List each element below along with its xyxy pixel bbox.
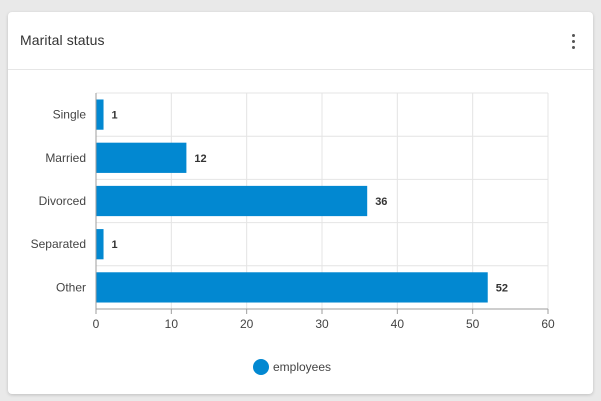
x-tick-label: 20 (240, 317, 254, 331)
bar-single[interactable] (96, 99, 104, 130)
card-title: Marital status (20, 32, 105, 48)
y-tick-label: Single (53, 108, 87, 122)
data-label: 52 (496, 282, 508, 294)
data-label: 1 (112, 239, 118, 251)
x-tick-label: 50 (466, 317, 480, 331)
x-tick-label: 0 (93, 317, 100, 331)
data-label: 1 (112, 110, 118, 122)
x-tick-label: 10 (165, 317, 179, 331)
x-tick-label: 60 (541, 317, 555, 331)
marital-status-card: Marital status Single 1 Married 12 Divorced 3… (8, 12, 593, 394)
more-vertical-icon[interactable] (564, 30, 584, 52)
data-label: 12 (194, 153, 206, 165)
bar-married[interactable] (96, 142, 187, 173)
y-tick-label: Divorced (39, 194, 86, 208)
x-tick-label: 40 (391, 317, 405, 331)
y-tick-label: Married (45, 151, 86, 165)
y-tick-label: Separated (31, 237, 86, 251)
card-header: Marital status (8, 12, 593, 70)
bar-chart: Single 1 Married 12 Divorced 36 Separated 1 Othe… (31, 92, 555, 331)
x-tick-label: 30 (315, 317, 329, 331)
chart-legend[interactable]: employees (253, 358, 331, 376)
bar-other[interactable] (96, 272, 488, 303)
bar-separated[interactable] (96, 229, 104, 260)
bar-divorced[interactable] (96, 185, 368, 217)
legend-marker (253, 359, 269, 375)
legend-label-employees: employees (273, 360, 332, 374)
data-label: 36 (375, 196, 387, 208)
y-tick-label: Other (56, 280, 86, 294)
